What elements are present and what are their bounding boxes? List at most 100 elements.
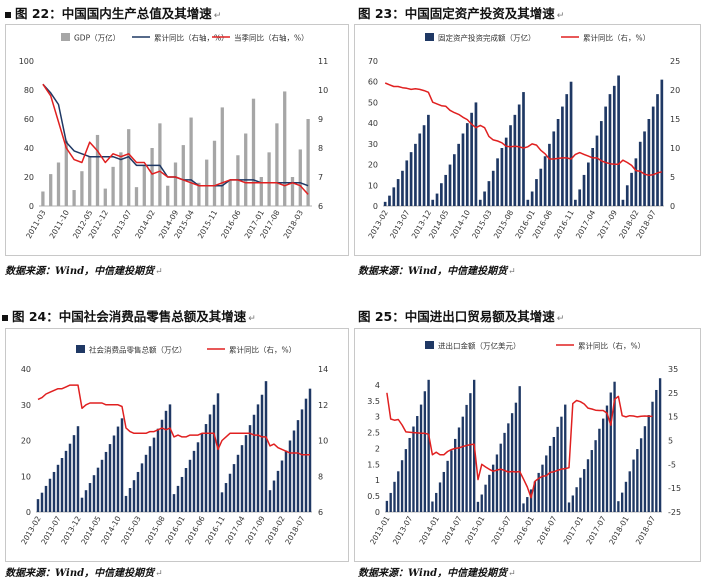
bar [308,388,312,512]
bar [539,168,543,206]
y-tick-label-right: 10 [670,144,680,153]
x-tick-label: 2015-07 [490,514,514,546]
y-tick-label-right: 6 [318,202,323,211]
y-tick-label-right: 25 [668,389,678,398]
bar [41,191,45,206]
bar [414,143,417,206]
bar [56,162,61,206]
y-tick-label-left: 4 [375,381,380,390]
bar [383,201,387,206]
bar [483,191,486,206]
chart-trade: 进出口金额（万亿美元） 累计同比（右，%） 0 0.5 1 1.5 2 2.5 3 3.5 4 -25… [367,341,681,547]
x-tick-label: 2015-03 [119,514,143,546]
bar [72,435,76,512]
x-tick-label: 2018-03 [282,208,306,240]
legend-label: GDP（万亿） [74,33,120,43]
x-tick-label: 2013-02 [366,208,390,240]
bar [656,94,659,206]
bar [634,158,638,206]
bar [148,446,152,512]
bar [496,158,499,206]
bar [60,458,64,512]
x-tick-label: 2013-01 [368,514,392,546]
y-tick-label-left: 3.5 [367,397,380,406]
bar [259,177,263,206]
y-tick-label-right: 15 [670,115,680,124]
bar [651,106,655,206]
bar [103,188,107,206]
bar [639,438,643,512]
bar [586,459,590,512]
bar [514,402,518,512]
bar [491,170,495,206]
bar [72,190,76,206]
bar [624,481,628,512]
y-tick-label-left: 40 [21,365,31,374]
bar [119,152,123,206]
bar [484,484,487,512]
bar [36,499,40,512]
bar [168,404,172,512]
bar [166,185,170,206]
bar [620,492,624,512]
x-tick-label: 2016-01 [512,514,536,546]
bar [401,170,404,206]
bar [526,199,530,206]
y-tick-label-right: 11 [318,57,328,66]
bar [204,424,208,512]
bar [457,427,461,512]
bar [450,450,453,512]
bar [575,487,578,512]
line-series [42,83,309,195]
bar [288,440,292,512]
y-tick-label-left: 40 [368,119,378,128]
bar [156,428,160,512]
legend-label: 累计同比（右轴，%） [154,33,229,43]
bar [480,494,483,512]
bar [509,125,512,206]
y-tick-label-left: 3 [375,413,380,422]
y-tick-label-right: 10 [318,86,328,95]
bar [598,428,601,512]
bar [88,483,92,512]
y-tick-label-left: 20 [21,437,31,446]
bar [267,152,271,206]
legend-swatch [61,33,70,41]
bar [594,440,597,512]
bar [396,179,400,206]
bar [160,419,164,512]
bar [552,437,556,512]
y-tick-label-right: 10 [318,437,328,446]
bar [548,143,551,206]
bar [427,379,430,512]
bar [579,477,582,512]
bar [457,143,460,206]
bar [529,489,533,512]
bar [111,166,115,206]
bar [488,474,491,512]
bar [68,443,72,512]
legend-swatch [425,341,434,349]
bar [408,437,411,512]
bar [298,149,302,206]
bar [260,394,264,512]
bar [228,473,232,512]
bar [651,401,654,512]
bar [605,405,609,512]
bar [292,430,296,512]
bar [591,148,595,206]
bar [56,464,60,512]
bar [100,459,104,512]
bar [435,193,439,206]
y-tick-label-left: 50 [368,98,378,107]
bar [88,156,92,206]
bar [499,443,502,512]
bar [612,85,616,206]
bar [228,179,232,206]
bar [582,174,586,206]
bar [306,119,310,206]
legend-label: 累计同比（右，%） [229,345,296,355]
source-note: 数据来源：Wind，中信建投期货↵ [5,568,163,579]
bar [44,485,48,512]
y-tick-label-left: 60 [368,78,378,87]
